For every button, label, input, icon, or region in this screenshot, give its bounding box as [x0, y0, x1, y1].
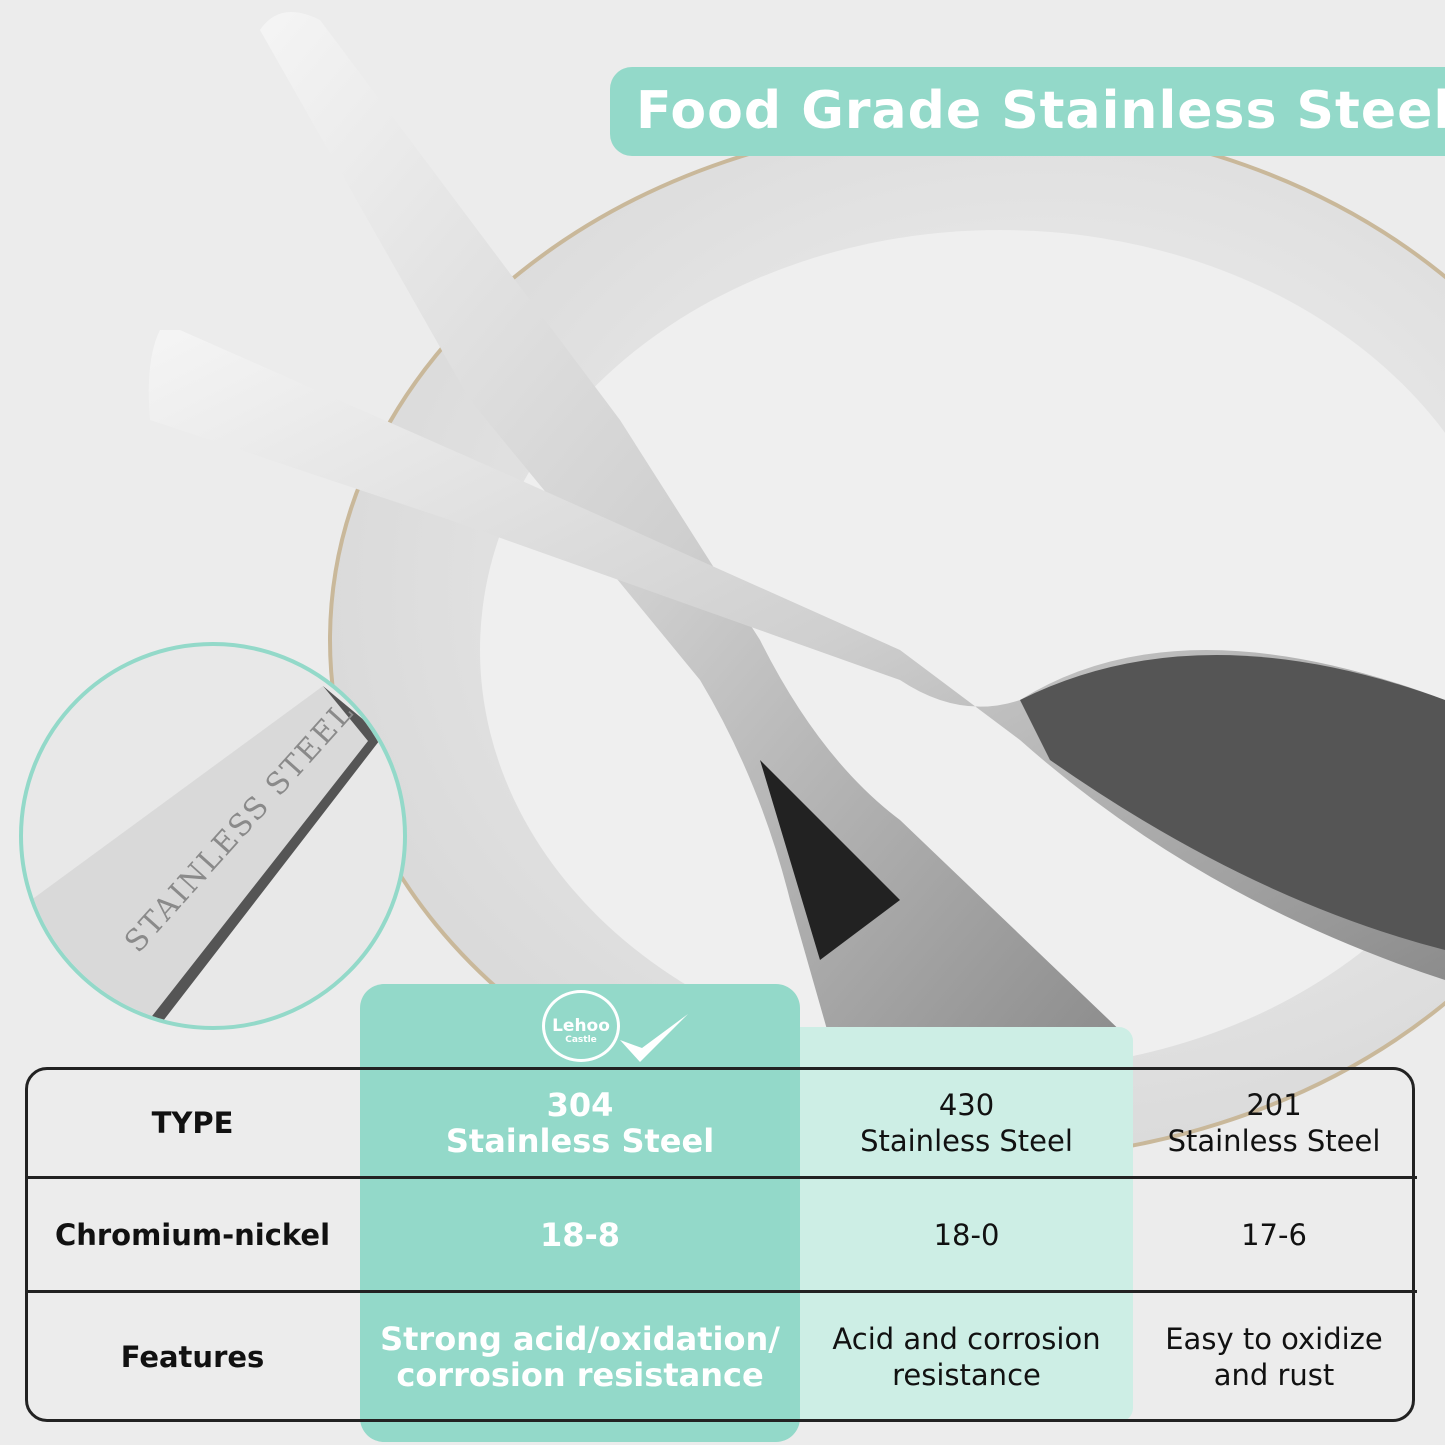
cell-line: 430 — [938, 1088, 995, 1122]
table-cell: Strong acid/oxidation/corrosion resistan… — [360, 1293, 800, 1420]
table-cell: 201 Stainless Steel — [1133, 1070, 1415, 1176]
table-cell: 17-6 — [1133, 1179, 1415, 1290]
row-label: TYPE — [151, 1106, 234, 1140]
table-cell: 18-8 — [360, 1179, 800, 1290]
comparison-table — [25, 1067, 1415, 1422]
fork — [260, 12, 1130, 1040]
cell-line: 17-6 — [1241, 1217, 1307, 1252]
table-cell: 18-0 — [800, 1179, 1133, 1290]
cell-line: 18-0 — [933, 1217, 1000, 1252]
cell-line: Easy to oxidize — [1165, 1321, 1383, 1356]
cell-line: 18-8 — [539, 1215, 621, 1254]
table-cell: Acid and corrosion resistance — [800, 1293, 1133, 1420]
title-banner: Food Grade Stainless Steel — [610, 67, 1445, 156]
cell-line: Stainless Steel — [445, 1122, 715, 1160]
row-divider — [25, 1290, 1417, 1293]
cell-line: Stainless Steel — [860, 1124, 1073, 1158]
cell-line: Stainless Steel — [1167, 1124, 1381, 1158]
highlight-column-430 — [800, 1027, 1133, 1422]
cell-line: corrosion resistance — [396, 1355, 764, 1394]
cell-line: Acid and corrosion — [832, 1321, 1101, 1356]
table-cell: 430 Stainless Steel — [800, 1070, 1133, 1176]
row-divider — [25, 1176, 1417, 1179]
spoon — [148, 330, 1445, 980]
engraving-closeup: STAINLESS STEEL — [19, 642, 407, 1030]
row-label: Chromium-nickel — [54, 1217, 331, 1252]
table-cell: 304 Stainless Steel — [360, 1070, 800, 1176]
cell-line: resistance — [892, 1357, 1041, 1392]
checkmark-icon — [620, 1014, 688, 1062]
cell-line: 201 — [1246, 1088, 1302, 1122]
cell-line: 304 — [546, 1086, 614, 1124]
row-label: Features — [120, 1339, 265, 1374]
cell-line: Strong acid/oxidation/ — [380, 1319, 780, 1358]
brand-logo: Lehoo Castle — [542, 990, 620, 1062]
table-cell: Easy to oxidize and rust — [1133, 1293, 1415, 1420]
cell-line: and rust — [1213, 1357, 1335, 1392]
